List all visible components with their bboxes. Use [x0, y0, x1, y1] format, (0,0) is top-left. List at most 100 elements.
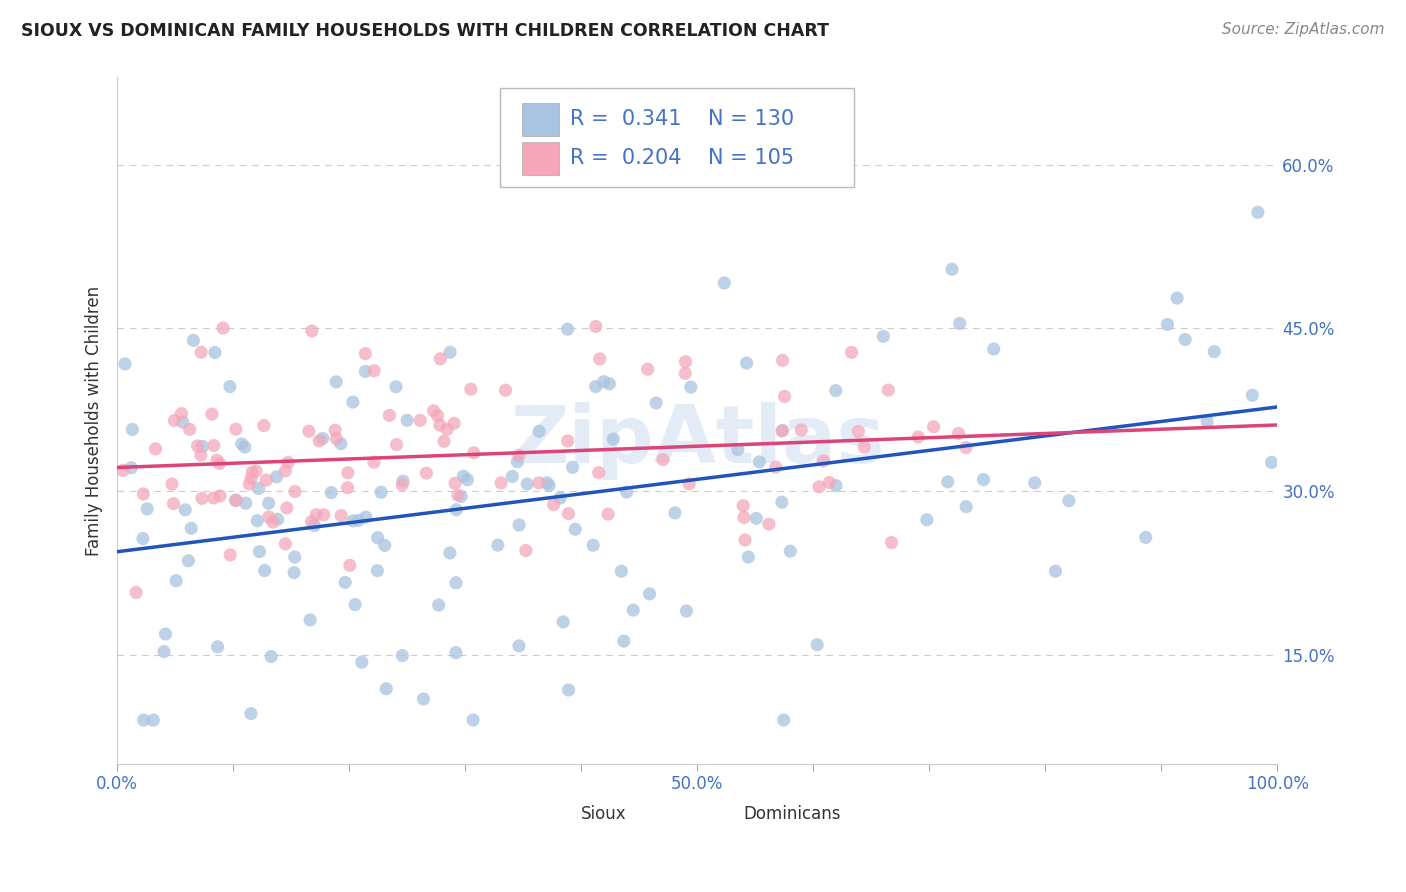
Point — [439, 546, 461, 560]
Point — [602, 432, 624, 446]
Point — [111, 463, 134, 477]
Point — [191, 439, 214, 453]
Point — [772, 423, 794, 437]
Point — [422, 404, 444, 418]
Point — [202, 491, 225, 505]
Point — [444, 476, 467, 491]
Point — [142, 713, 165, 727]
Point — [557, 434, 579, 448]
Point — [463, 446, 485, 460]
Point — [1045, 564, 1067, 578]
Point — [427, 598, 450, 612]
Point — [253, 564, 276, 578]
Point — [396, 413, 419, 427]
Point — [155, 627, 177, 641]
Point — [325, 375, 347, 389]
Point — [415, 466, 437, 480]
Point — [219, 379, 242, 393]
Point — [266, 512, 288, 526]
Point — [922, 419, 945, 434]
Point — [489, 475, 512, 490]
Point — [325, 432, 347, 446]
Point — [305, 508, 328, 522]
Point — [1260, 455, 1282, 469]
Point — [385, 380, 408, 394]
Point — [153, 644, 176, 658]
Point — [848, 425, 870, 439]
Point — [274, 464, 297, 478]
Point — [321, 485, 343, 500]
Point — [225, 422, 247, 436]
Point — [163, 413, 186, 427]
Point — [160, 477, 183, 491]
Point — [330, 508, 353, 523]
Point — [508, 518, 530, 533]
Point — [132, 532, 155, 546]
Text: R =  0.204    N = 105: R = 0.204 N = 105 — [569, 148, 794, 168]
Point — [613, 634, 636, 648]
Point — [209, 489, 232, 503]
Point — [733, 510, 755, 524]
Point — [350, 655, 373, 669]
Point — [257, 496, 280, 510]
Point — [1174, 333, 1197, 347]
Point — [245, 464, 267, 478]
Point — [949, 317, 972, 331]
Point — [132, 487, 155, 501]
Point — [536, 475, 558, 490]
Point — [461, 713, 484, 727]
Point — [298, 425, 321, 439]
Point — [758, 517, 780, 532]
Point — [1156, 318, 1178, 332]
Text: Sioux: Sioux — [581, 805, 627, 823]
Point — [225, 493, 247, 508]
Point — [880, 535, 903, 549]
Point — [673, 367, 696, 381]
Point — [765, 460, 787, 475]
Text: R =  0.341    N = 130: R = 0.341 N = 130 — [569, 109, 794, 128]
Point — [183, 334, 205, 348]
Point — [429, 351, 451, 366]
Point — [329, 436, 352, 450]
Point — [219, 548, 242, 562]
Point — [907, 430, 929, 444]
Point — [1135, 530, 1157, 544]
Point — [429, 417, 451, 432]
Point — [187, 439, 209, 453]
Point — [336, 466, 359, 480]
Point — [444, 646, 467, 660]
Point — [180, 521, 202, 535]
Point — [727, 442, 749, 457]
Point — [311, 432, 333, 446]
Point — [813, 454, 835, 468]
Point — [385, 437, 408, 451]
Point — [486, 538, 509, 552]
Point — [132, 713, 155, 727]
Point — [1166, 291, 1188, 305]
Point — [354, 364, 377, 378]
Point — [872, 329, 894, 343]
Point — [790, 423, 813, 437]
Point — [179, 422, 201, 436]
Point — [1241, 388, 1264, 402]
Point — [675, 604, 697, 618]
Point — [1024, 475, 1046, 490]
Point — [841, 345, 863, 359]
Point — [125, 585, 148, 599]
Point — [825, 478, 848, 492]
Point — [506, 455, 529, 469]
Point — [354, 510, 377, 524]
Text: Source: ZipAtlas.com: Source: ZipAtlas.com — [1222, 22, 1385, 37]
Point — [120, 460, 142, 475]
FancyBboxPatch shape — [533, 805, 568, 823]
Point — [616, 485, 638, 500]
FancyBboxPatch shape — [522, 142, 560, 175]
Point — [201, 407, 224, 421]
Point — [915, 513, 938, 527]
Point — [165, 574, 187, 588]
Point — [367, 531, 389, 545]
Point — [426, 409, 449, 423]
Point — [266, 470, 288, 484]
Point — [773, 389, 796, 403]
Point — [439, 345, 461, 359]
